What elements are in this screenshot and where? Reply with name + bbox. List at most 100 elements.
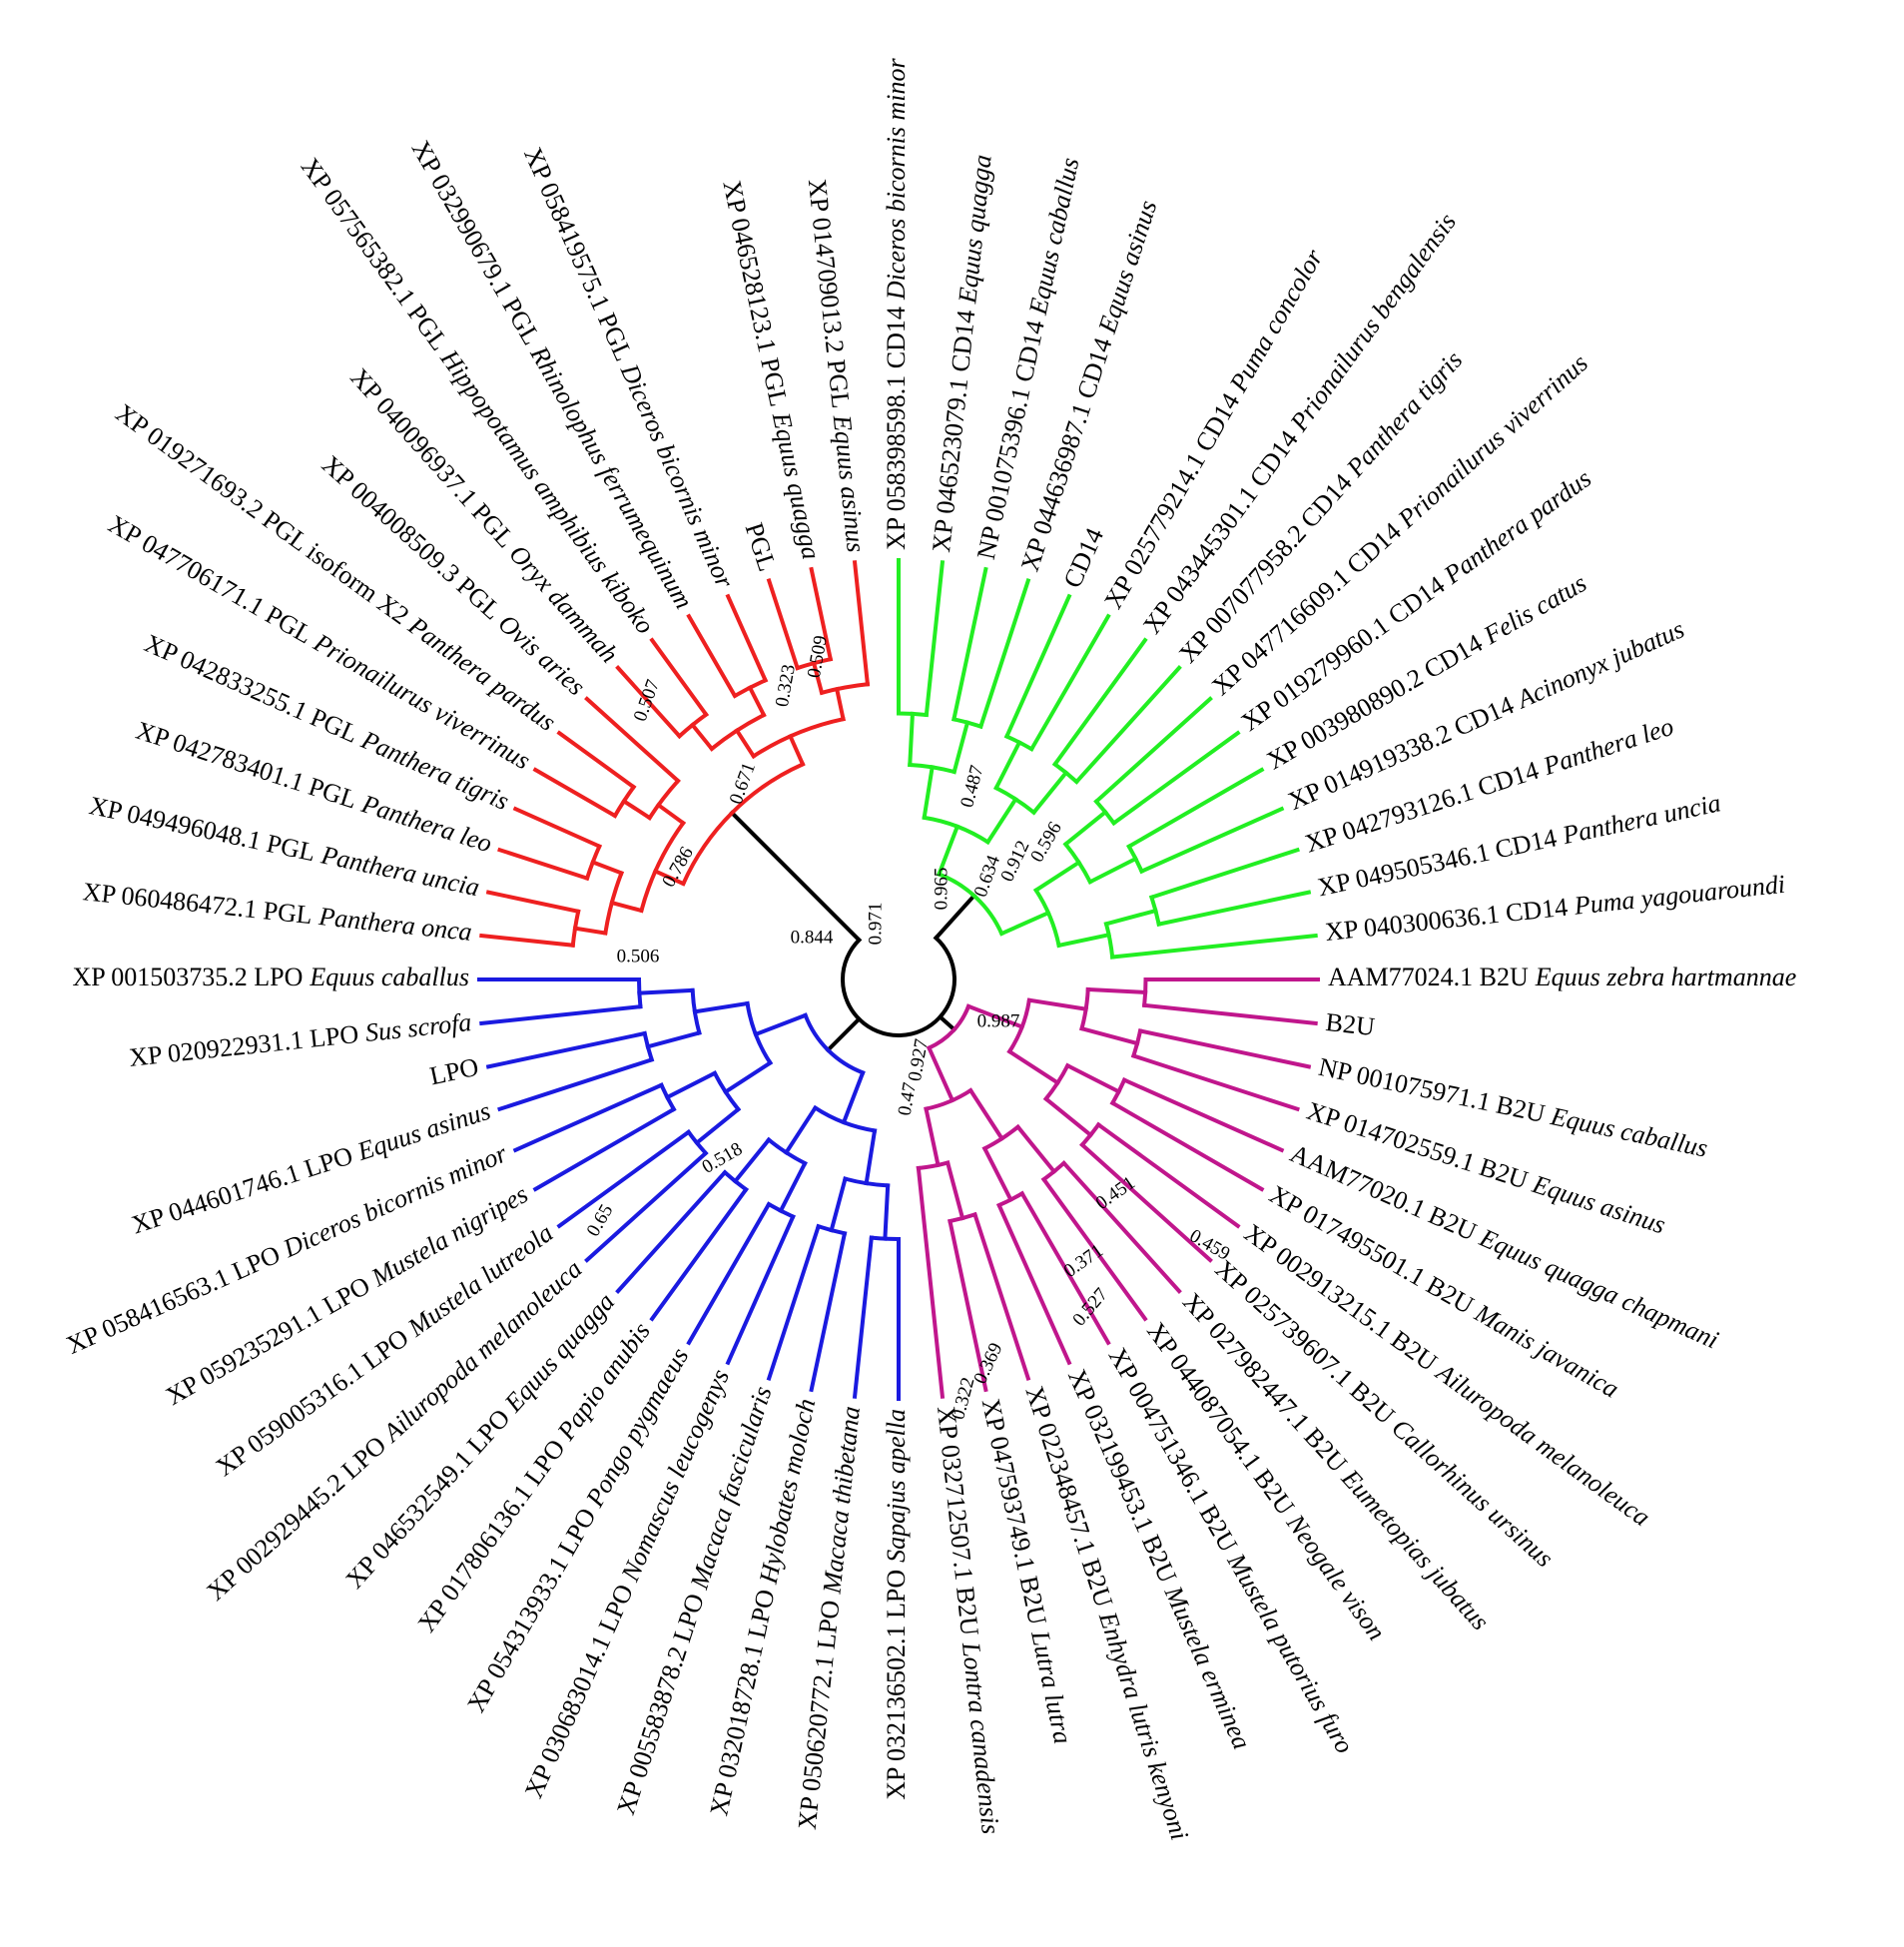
branch bbox=[1062, 841, 1093, 885]
branch bbox=[841, 935, 956, 1037]
leaf-species: Panthera leo bbox=[1539, 712, 1676, 782]
branch bbox=[556, 1129, 692, 1229]
leaf-id: XP 004008509.3 PGL bbox=[317, 449, 507, 625]
branch bbox=[829, 1176, 848, 1233]
branch bbox=[1148, 847, 1300, 901]
branch bbox=[1073, 665, 1182, 785]
branch bbox=[1060, 1160, 1182, 1294]
branch bbox=[1141, 1002, 1318, 1026]
leaf-species: Sapajus apella bbox=[882, 1409, 911, 1563]
leaf-species: Manis javanica bbox=[1470, 1298, 1624, 1404]
leaf-label: PGL bbox=[740, 519, 783, 575]
branch bbox=[1006, 997, 1032, 1054]
leaf-species: Puma concolor bbox=[1223, 244, 1329, 397]
leaf-species: Equus caballus bbox=[1023, 155, 1085, 318]
branch bbox=[637, 987, 695, 995]
leaf-label: CD14 bbox=[1057, 523, 1109, 592]
leaf-id: XP 014709013.2 PGL bbox=[803, 178, 856, 410]
branch bbox=[936, 824, 960, 878]
branch bbox=[825, 1015, 863, 1053]
branch bbox=[766, 1223, 822, 1381]
branch bbox=[479, 1003, 643, 1026]
leaf-label: XP 001503735.2 LPO Equus caballus bbox=[73, 963, 470, 991]
support-value: 0.518 bbox=[699, 1138, 747, 1178]
leaf-species: Equus quagga bbox=[952, 153, 997, 306]
branch bbox=[712, 1070, 742, 1112]
leaf-id: XP 032712507.1 B2U bbox=[932, 1405, 984, 1637]
leaf-species: Mustela erminea bbox=[1158, 1581, 1256, 1753]
branch bbox=[922, 765, 935, 821]
support-value: 0.927 bbox=[905, 1037, 933, 1083]
branch bbox=[945, 1160, 965, 1221]
branch bbox=[649, 637, 709, 718]
branch bbox=[612, 784, 637, 819]
support-value: 0.47 bbox=[895, 1081, 921, 1117]
branch bbox=[948, 1218, 988, 1393]
branch bbox=[676, 711, 709, 740]
leaf-species: Equus asinus bbox=[828, 412, 871, 553]
leaf-label: B2U bbox=[1324, 1007, 1376, 1041]
branch bbox=[1051, 761, 1080, 785]
branch bbox=[1028, 613, 1111, 752]
support-value: 0.322 bbox=[948, 1375, 978, 1422]
leaf-species: Lontra canadensis bbox=[956, 1639, 1005, 1835]
branch bbox=[778, 1160, 808, 1214]
branch bbox=[725, 593, 769, 683]
branch bbox=[532, 767, 618, 819]
branch bbox=[652, 868, 687, 887]
leaf-species: Acinonyx jubatus bbox=[1511, 614, 1688, 714]
branch bbox=[883, 1183, 891, 1241]
branch bbox=[971, 1211, 1031, 1381]
leaf-id: XP 060486472.1 PGL bbox=[82, 877, 315, 930]
branch bbox=[1026, 997, 1088, 1012]
branch bbox=[664, 1070, 718, 1100]
leaf-species: Prionailurus bengalensis bbox=[1284, 208, 1462, 437]
branch bbox=[725, 1213, 796, 1366]
support-value: 0.509 bbox=[804, 634, 832, 680]
branch bbox=[834, 686, 846, 722]
leaf-id: AAM77024.1 B2U bbox=[1328, 963, 1529, 991]
support-value: 0.671 bbox=[726, 760, 760, 807]
branch bbox=[908, 711, 916, 768]
branch bbox=[952, 720, 970, 775]
branch bbox=[1093, 798, 1117, 827]
support-value: 0.487 bbox=[956, 763, 987, 810]
leaf-species: Equus caballus bbox=[1548, 1101, 1710, 1163]
branch bbox=[1126, 844, 1145, 875]
leaf-species: Sus scrofa bbox=[364, 1007, 473, 1047]
branch bbox=[590, 859, 624, 877]
leaf-id: XP 001503735.2 LPO bbox=[73, 963, 304, 991]
branch bbox=[1032, 859, 1082, 894]
branch bbox=[869, 1235, 902, 1242]
branch bbox=[1087, 856, 1139, 885]
branch bbox=[787, 733, 806, 768]
support-value: 0.965 bbox=[931, 868, 952, 911]
branch bbox=[1141, 976, 1148, 1008]
support-value: 0.527 bbox=[1068, 1284, 1112, 1330]
leaf-species: Panthera uncia bbox=[317, 840, 482, 902]
branch bbox=[732, 1136, 772, 1184]
branch bbox=[936, 871, 1004, 937]
branch bbox=[1130, 1052, 1300, 1112]
leaf-species: Puma yagouaroundi bbox=[1572, 870, 1786, 921]
branch bbox=[645, 1030, 702, 1049]
leaf-species: Ailuropoda melanoleuca bbox=[1430, 1357, 1655, 1533]
branch bbox=[497, 1056, 655, 1112]
branch bbox=[803, 1012, 866, 1075]
leaf-species: Diceros bicornis minor bbox=[882, 58, 911, 302]
branch bbox=[584, 1150, 709, 1263]
branch bbox=[1137, 1028, 1312, 1069]
branch bbox=[747, 685, 767, 718]
branch bbox=[732, 677, 769, 699]
leaf-species: Panthera uncia bbox=[1559, 788, 1723, 850]
branch bbox=[615, 1169, 728, 1294]
branch bbox=[926, 1044, 955, 1103]
branch bbox=[924, 1106, 941, 1168]
leaf-id: B2U bbox=[1324, 1007, 1376, 1041]
leaf-id: XP 032136502.1 LPO bbox=[882, 1570, 911, 1800]
leaf-id: XP 046528123.1 PGL bbox=[717, 178, 793, 409]
leaf-id: XP 046532549.1 LPO bbox=[339, 1403, 515, 1594]
branch bbox=[1103, 921, 1115, 960]
support-value: 0.971 bbox=[865, 903, 886, 946]
branch bbox=[977, 578, 1031, 730]
